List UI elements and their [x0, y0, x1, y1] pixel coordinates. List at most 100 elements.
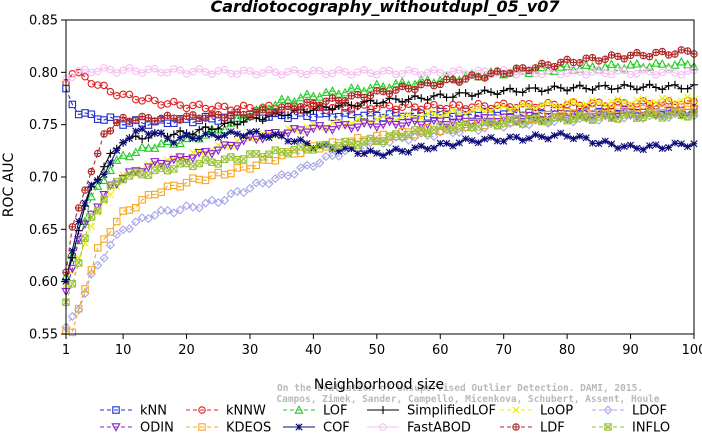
data-point-inflo-77 — [544, 117, 552, 126]
data-point-kdeos-34 — [271, 157, 280, 165]
data-point-ldf-91 — [633, 48, 641, 57]
data-point-cof-99 — [684, 143, 692, 151]
data-point-lof-76 — [537, 62, 547, 72]
data-point-odin-46 — [346, 124, 357, 134]
data-point-simplifiedlof-95 — [658, 85, 667, 94]
data-point-simplifiedlof-92 — [639, 83, 648, 92]
data-point-cof-87 — [607, 140, 616, 148]
data-point-loop-67 — [481, 107, 489, 115]
data-point-simplifiedlof-54 — [398, 98, 407, 107]
data-point-simplifiedlof-29 — [239, 117, 248, 126]
data-point-knnw-79 — [557, 103, 565, 112]
data-point-ldf-68 — [487, 69, 495, 78]
data-point-loop-98 — [677, 96, 685, 104]
data-point-ldf-62 — [449, 75, 457, 84]
legend-swatch-marker — [512, 423, 520, 431]
data-point-ldf-74 — [525, 66, 533, 75]
y-tick-label: 0.75 — [29, 118, 58, 133]
data-point-ldf-84 — [588, 53, 597, 62]
data-point-lof-91 — [632, 58, 642, 68]
data-point-loop-96 — [665, 95, 673, 103]
data-point-simplifiedlof-47 — [353, 102, 362, 111]
data-point-cof-47 — [354, 149, 362, 158]
data-point-ldof-2 — [67, 311, 77, 321]
data-point-cof-78 — [550, 131, 559, 140]
data-point-cof-41 — [316, 142, 324, 150]
data-point-fastabod-98 — [677, 71, 686, 79]
data-point-ldof-56 — [410, 132, 420, 142]
data-point-odin-23 — [200, 148, 211, 157]
data-point-knnw-29 — [239, 101, 248, 110]
data-point-ldf-70 — [499, 70, 508, 78]
data-point-fastabod-28 — [233, 70, 242, 78]
data-point-odin-17 — [162, 160, 173, 170]
x-tick-label: 70 — [495, 343, 512, 358]
data-point-simplifiedlof-50 — [372, 99, 381, 108]
data-point-loop-78 — [550, 102, 559, 110]
data-point-cof-44 — [335, 147, 343, 155]
data-point-odin-51 — [378, 120, 388, 130]
data-point-ldf-12 — [132, 116, 140, 125]
data-point-odin-16 — [156, 159, 166, 169]
data-point-lof-41 — [315, 91, 325, 101]
data-point-fastabod-10 — [119, 66, 127, 74]
data-point-ldf-17 — [163, 111, 172, 120]
data-point-loop-63 — [455, 108, 463, 117]
data-point-loop-55 — [404, 111, 413, 119]
legend-swatch-marker — [295, 423, 303, 431]
data-point-kdeos-7 — [100, 235, 108, 243]
data-point-odin-63 — [454, 115, 464, 124]
data-point-ldf-99 — [683, 47, 692, 55]
data-point-simplifiedlof-19 — [176, 126, 185, 135]
data-point-lof-9 — [112, 155, 122, 164]
data-point-lof-20 — [181, 133, 192, 143]
data-point-loop-92 — [639, 95, 647, 103]
data-point-lof-37 — [289, 96, 299, 106]
data-point-fastabod-11 — [125, 64, 134, 72]
data-point-simplifiedlof-13 — [138, 134, 147, 143]
data-point-simplifiedlof-77 — [544, 86, 553, 95]
data-point-ldf-89 — [620, 55, 628, 63]
data-point-knn-40 — [309, 113, 318, 122]
legend-item-kdeos: KDEOS — [186, 421, 271, 434]
data-point-ldf-82 — [576, 59, 584, 67]
data-point-ldof-26 — [220, 195, 230, 205]
data-point-cof-70 — [500, 137, 508, 145]
data-point-simplifiedlof-55 — [404, 95, 413, 104]
data-point-ldf-5 — [87, 167, 96, 176]
data-point-ldof-58 — [422, 130, 433, 140]
legend-swatch-marker — [379, 423, 387, 431]
legend-label: ODIN — [140, 421, 174, 434]
data-point-kdeos-8 — [106, 228, 115, 236]
series-knnw — [62, 68, 698, 115]
data-point-ldof-3 — [74, 305, 84, 315]
data-point-cof-89 — [620, 142, 628, 151]
data-point-fastabod-35 — [277, 71, 286, 79]
data-point-fastabod-23 — [201, 68, 210, 76]
data-point-fastabod-17 — [163, 68, 172, 77]
data-point-ldf-54 — [398, 82, 406, 91]
data-point-cof-10 — [119, 138, 127, 146]
data-point-simplifiedlof-28 — [233, 120, 242, 129]
data-point-simplifiedlof-53 — [391, 95, 400, 104]
data-point-odin-21 — [188, 154, 198, 164]
data-point-loop-62 — [449, 106, 457, 114]
data-point-simplifiedlof-51 — [379, 98, 388, 107]
data-point-loop-83 — [582, 100, 590, 108]
data-point-loop-99 — [684, 93, 692, 101]
data-point-lof-7 — [99, 175, 109, 185]
data-point-simplifiedlof-83 — [582, 84, 591, 93]
data-point-simplifiedlof-39 — [303, 108, 312, 117]
x-tick-label: 40 — [305, 343, 322, 358]
data-point-lof-95 — [657, 59, 667, 68]
data-point-cof-97 — [671, 139, 679, 147]
data-point-simplifiedlof-82 — [575, 81, 584, 90]
data-point-cof-6 — [94, 177, 102, 185]
data-point-fastabod-2 — [68, 73, 77, 81]
data-point-knnw-63 — [455, 101, 464, 109]
data-point-cof-73 — [519, 136, 527, 145]
data-point-fastabod-76 — [538, 70, 546, 79]
data-point-lof-16 — [156, 138, 166, 148]
data-point-ldof-11 — [124, 224, 135, 234]
legend-swatch-marker — [603, 405, 613, 415]
